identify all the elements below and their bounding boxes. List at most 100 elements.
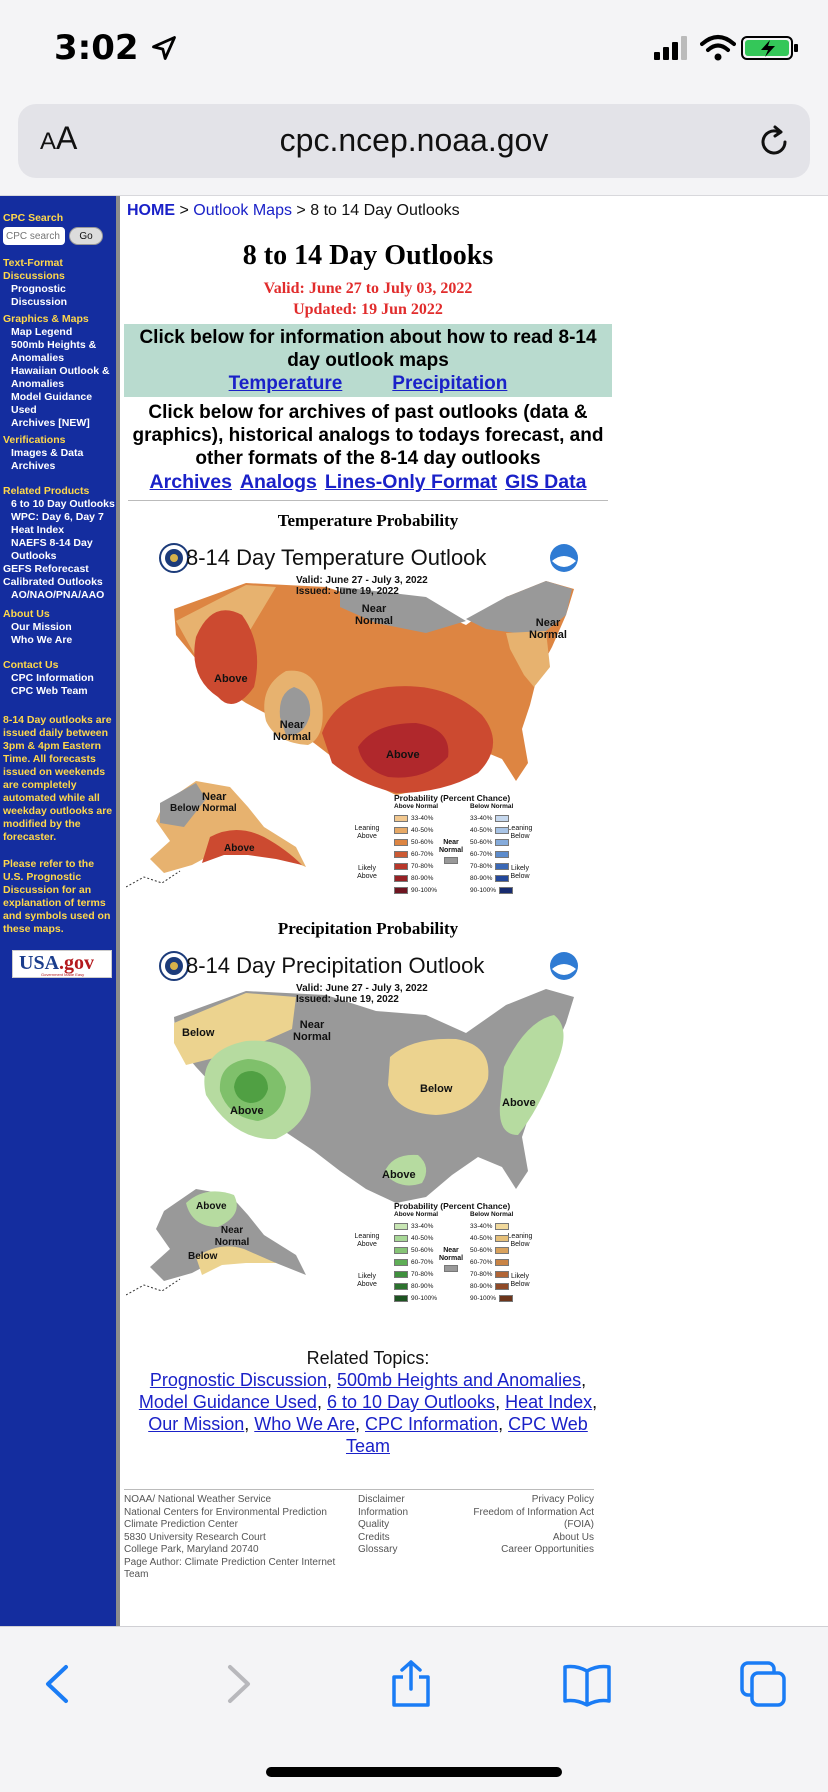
temperature-legend-range: 33-40% — [470, 815, 493, 822]
footer-link-privacy[interactable]: Privacy Policy — [531, 1494, 594, 1505]
precipitation-legend-near-swatch — [444, 1265, 458, 1272]
lines-only-link[interactable]: Lines-Only Format — [324, 471, 498, 493]
precipitation-map-title: 8-14 Day Precipitation Outlook — [186, 953, 485, 978]
precipitation-legend-swatch — [495, 1271, 510, 1278]
forward-arrow-icon[interactable] — [212, 1659, 262, 1709]
footer-link-disclaimer[interactable]: Disclaimer — [358, 1494, 405, 1505]
temperature-legend-above-row: 33-40% — [394, 815, 433, 822]
share-icon[interactable] — [386, 1659, 436, 1709]
related-topics: Related Topics: Prognostic Discussion, 5… — [124, 1347, 612, 1457]
sidebar-link-wpc[interactable]: WPC: Day 6, Day 7 Heat Index — [11, 511, 104, 536]
archives-link[interactable]: Archives — [149, 471, 232, 493]
sidebar-link-mission[interactable]: Our Mission — [11, 621, 72, 633]
related-link-heat-index[interactable]: Heat Index — [505, 1392, 593, 1412]
temperature-legend-below-header: Below Normal — [470, 803, 514, 810]
sidebar-link-cpc-info[interactable]: CPC Information — [11, 672, 94, 684]
precipitation-info-link[interactable]: Precipitation — [392, 373, 508, 394]
main-content: HOME > Outlook Maps > 8 to 14 Day Outloo… — [124, 196, 612, 1580]
related-link-500mb[interactable]: 500mb Heights and Anomalies — [336, 1370, 582, 1390]
sidebar-link-hawaiian[interactable]: Hawaiian Outlook & Anomalies — [11, 365, 110, 390]
sidebar-link-prognostic[interactable]: Prognostic Discussion — [11, 283, 68, 308]
precip-label-below-nw: Below — [182, 1027, 215, 1039]
footer-line: NOAA/ National Weather Service — [124, 1494, 272, 1505]
footer-link-careers[interactable]: Career Opportunities — [501, 1544, 594, 1555]
precipitation-legend-swatch — [394, 1259, 408, 1266]
sidebar-link-500mb[interactable]: 500mb Heights & Anomalies — [11, 339, 97, 364]
sidebar-link-naefs[interactable]: NAEFS 8-14 Day Outlooks — [11, 537, 93, 562]
related-link-prognostic[interactable]: Prognostic Discussion — [149, 1370, 327, 1390]
precipitation-legend-swatch — [495, 1259, 510, 1266]
footer-page-author[interactable]: Page Author: Climate Prediction Center I… — [124, 1556, 336, 1581]
temperature-legend-range: 80-90% — [470, 875, 493, 882]
temperature-legend: Probability (Percent Chance) Above Norma… — [354, 793, 534, 903]
sidebar-link-map-legend[interactable]: Map Legend — [11, 326, 73, 338]
footer-link-quality[interactable]: Quality — [358, 1519, 390, 1530]
temp-label-above-ak: Above — [224, 843, 255, 854]
cpc-search-input[interactable] — [3, 227, 65, 245]
verifications-heading[interactable]: Verifications — [3, 434, 66, 446]
related-link-6to10[interactable]: 6 to 10 Day Outlooks — [326, 1392, 496, 1412]
temperature-outlook-map[interactable]: 8-14 Day Temperature Outlook Valid: June… — [126, 537, 586, 917]
footer-link-about[interactable]: About Us — [552, 1531, 594, 1543]
temperature-legend-near-normal: Near Normal — [438, 839, 464, 854]
related-link-mission[interactable]: Our Mission — [148, 1414, 245, 1434]
temperature-legend-swatch — [394, 839, 408, 846]
about-heading[interactable]: About Us — [3, 608, 50, 620]
sidebar-link-web-team[interactable]: CPC Web Team — [11, 685, 88, 697]
related-link-cpc-info[interactable]: CPC Information — [365, 1414, 499, 1434]
precipitation-legend-below-row: 33-40% — [470, 1223, 510, 1230]
breadcrumb-outlook-maps[interactable]: Outlook Maps — [193, 202, 292, 219]
battery-charging-icon — [741, 36, 798, 60]
footer-link-glossary[interactable]: Glossary — [358, 1544, 398, 1555]
precipitation-outlook-map[interactable]: 8-14 Day Precipitation Outlook Valid: Ju… — [126, 945, 586, 1325]
sidebar-link-images-data[interactable]: Images & Data Archives — [11, 447, 84, 472]
address-bar[interactable]: AA cpc.ncep.noaa.gov — [18, 104, 810, 178]
sidebar-link-gefs[interactable]: GEFS Reforecast Calibrated Outlooks — [3, 563, 103, 588]
go-button[interactable]: Go — [69, 227, 103, 245]
graphics-heading[interactable]: Graphics & Maps — [3, 313, 89, 325]
page-title: 8 to 14 Day Outlooks — [242, 240, 494, 271]
temperature-legend-swatch — [495, 839, 510, 846]
footer-link-foia[interactable]: Freedom of Information Act — [473, 1506, 594, 1518]
sidebar-link-ao-nao[interactable]: AO/NAO/PNA/AAO — [11, 589, 105, 601]
temperature-legend-swatch — [394, 875, 408, 882]
footer-links-right: Privacy Policy Freedom of Information Ac… — [454, 1494, 594, 1557]
sidebar-link-model-guidance[interactable]: Model Guidance Used — [11, 391, 93, 416]
related-link-web-team[interactable]: CPC Web Team — [345, 1414, 588, 1456]
footer-link-credits[interactable]: Credits — [358, 1531, 390, 1543]
reader-aa-button[interactable]: AA — [40, 120, 78, 156]
analogs-link[interactable]: Analogs — [239, 471, 317, 493]
related-link-model-guidance[interactable]: Model Guidance Used — [138, 1392, 317, 1412]
info-text: Click below for information about how to… — [139, 327, 597, 371]
footer-link-information[interactable]: Information — [358, 1506, 409, 1518]
precipitation-legend-above-row: 80-90% — [394, 1283, 433, 1290]
url-text[interactable]: cpc.ncep.noaa.gov — [279, 122, 549, 158]
temperature-section-title: Temperature Probability — [277, 511, 459, 530]
sidebar-link-6to10[interactable]: 6 to 10 Day Outlooks — [11, 498, 115, 510]
temperature-legend-below-row: 33-40% — [470, 815, 510, 822]
sidebar-link-archives[interactable]: Archives [NEW] — [11, 417, 90, 429]
temperature-info-link[interactable]: Temperature — [228, 373, 343, 394]
back-arrow-icon[interactable] — [34, 1659, 84, 1709]
temperature-legend-range: 70-80% — [470, 863, 493, 870]
reload-icon[interactable] — [754, 122, 794, 162]
precipitation-legend-near-normal: Near Normal — [438, 1247, 464, 1262]
bookmarks-icon[interactable] — [562, 1659, 612, 1709]
footer-link-foia-abbr[interactable]: (FOIA) — [564, 1519, 594, 1530]
footer: NOAA/ National Weather Service National … — [124, 1490, 612, 1580]
usagov-logo[interactable]: USA.gov Government Made Easy — [12, 950, 112, 978]
tabs-icon[interactable] — [738, 1659, 788, 1709]
precip-label-above-ak: Above — [196, 1201, 227, 1212]
temp-label-near-normal-north: Near Normal — [355, 603, 393, 627]
text-format-heading[interactable]: Text-Format Discussions — [3, 257, 65, 282]
gis-data-link[interactable]: GIS Data — [505, 471, 587, 493]
breadcrumb-home[interactable]: HOME — [127, 202, 175, 219]
related-link-who-we-are[interactable]: Who We Are — [254, 1414, 355, 1434]
precipitation-legend-range: 50-60% — [470, 1247, 493, 1254]
sidebar-link-who-we-are[interactable]: Who We Are — [11, 634, 73, 646]
footer-divider — [124, 1489, 594, 1490]
precipitation-legend: Probability (Percent Chance) Above Norma… — [354, 1201, 534, 1311]
contact-heading[interactable]: Contact Us — [3, 659, 59, 671]
browser-toolbar — [0, 1626, 828, 1792]
precipitation-legend-range: 33-40% — [470, 1223, 493, 1230]
